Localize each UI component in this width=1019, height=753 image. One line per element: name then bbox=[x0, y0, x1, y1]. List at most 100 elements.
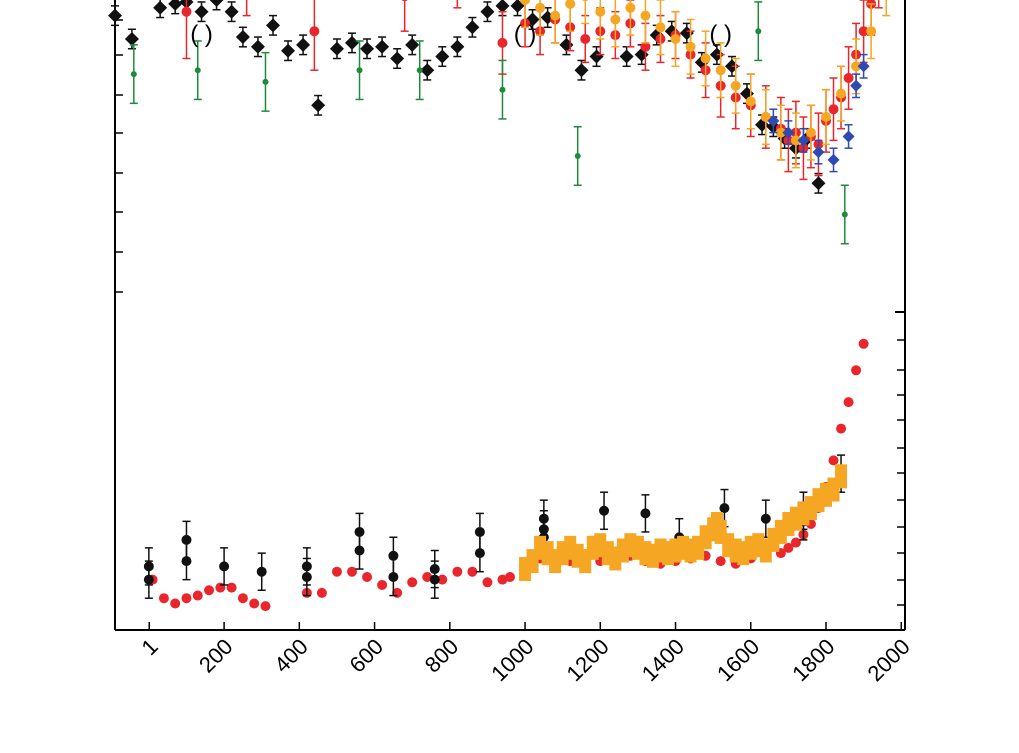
x-tick-label: 2000 bbox=[862, 634, 914, 686]
data-point-diamond bbox=[589, 49, 604, 64]
data-point bbox=[347, 566, 357, 577]
data-point bbox=[388, 572, 399, 582]
data-point-diamond bbox=[311, 98, 326, 113]
data-point bbox=[719, 503, 730, 514]
data-point bbox=[422, 572, 433, 582]
data-point bbox=[599, 505, 610, 516]
data-point bbox=[256, 566, 267, 577]
annotations: ( ) ( ) ( ) bbox=[190, 21, 732, 48]
data-point bbox=[505, 572, 515, 582]
data-point bbox=[790, 537, 801, 548]
data-point-diamond bbox=[194, 4, 209, 19]
data-point-diamond bbox=[435, 49, 450, 64]
data-point-diamond bbox=[224, 4, 239, 19]
series-3 bbox=[520, 0, 891, 169]
series-0 bbox=[147, 338, 869, 612]
data-point-diamond bbox=[767, 114, 780, 127]
data-point bbox=[407, 577, 418, 588]
data-point bbox=[858, 26, 869, 37]
data-point bbox=[362, 572, 373, 582]
upper-panel bbox=[108, 0, 891, 245]
data-point bbox=[401, 0, 408, 2]
data-point bbox=[181, 556, 192, 567]
data-point bbox=[685, 41, 696, 52]
data-point bbox=[582, 0, 589, 2]
data-point bbox=[655, 22, 666, 33]
bracket-annotation: ( ) bbox=[514, 21, 537, 48]
data-point bbox=[192, 590, 203, 601]
data-point bbox=[851, 365, 862, 376]
data-point bbox=[550, 10, 561, 21]
data-point bbox=[580, 34, 591, 44]
axes-frame bbox=[114, 0, 906, 631]
data-point bbox=[866, 26, 877, 37]
data-point bbox=[497, 37, 508, 48]
data-point bbox=[610, 14, 621, 25]
data-point-diamond bbox=[850, 79, 863, 92]
data-point bbox=[640, 10, 651, 21]
series-2 bbox=[519, 464, 848, 582]
data-point bbox=[331, 566, 342, 577]
data-point bbox=[828, 104, 839, 115]
data-point bbox=[790, 135, 801, 146]
bracket-annotation: ( ) bbox=[709, 21, 732, 48]
data-point bbox=[836, 88, 847, 99]
data-point-diamond bbox=[235, 30, 250, 45]
data-point-diamond bbox=[281, 43, 296, 58]
data-point-diamond bbox=[420, 63, 435, 78]
x-tick-label: 1800 bbox=[787, 634, 839, 686]
x-tick-label: 200 bbox=[194, 634, 238, 678]
data-point bbox=[760, 112, 771, 122]
data-point bbox=[640, 508, 651, 519]
data-point-diamond bbox=[797, 134, 810, 147]
data-point-diamond bbox=[124, 32, 139, 46]
data-point-diamond bbox=[811, 176, 826, 191]
data-point bbox=[520, 0, 531, 5]
data-point-diamond bbox=[857, 60, 870, 73]
data-point bbox=[429, 574, 440, 585]
data-point bbox=[467, 566, 478, 577]
data-point bbox=[170, 598, 181, 609]
data-point bbox=[851, 61, 862, 72]
data-point-diamond bbox=[390, 51, 405, 66]
data-point bbox=[181, 593, 192, 604]
data-point bbox=[745, 96, 756, 107]
data-point-band bbox=[835, 464, 848, 489]
data-point bbox=[841, 211, 848, 218]
data-point bbox=[301, 572, 312, 582]
x-tick-label: 400 bbox=[269, 634, 313, 678]
data-point bbox=[625, 2, 636, 13]
data-point-diamond bbox=[345, 35, 359, 50]
data-point-diamond bbox=[450, 39, 465, 54]
data-point bbox=[535, 2, 546, 13]
data-point-diamond bbox=[296, 37, 311, 52]
data-point bbox=[158, 593, 169, 604]
x-tick-label: 800 bbox=[420, 634, 464, 678]
data-point bbox=[356, 67, 363, 74]
data-point-diamond bbox=[108, 8, 122, 23]
data-point bbox=[204, 585, 215, 596]
data-point bbox=[805, 127, 816, 138]
data-point-diamond bbox=[812, 146, 825, 159]
data-point bbox=[130, 71, 137, 78]
data-point bbox=[260, 601, 271, 612]
data-point bbox=[828, 455, 839, 466]
data-point bbox=[249, 598, 260, 609]
x-tick-label: 1400 bbox=[637, 634, 689, 686]
data-point-diamond bbox=[510, 0, 525, 13]
data-point bbox=[219, 561, 230, 572]
data-point bbox=[416, 67, 423, 74]
data-point bbox=[565, 0, 576, 9]
data-point bbox=[640, 41, 651, 52]
data-point bbox=[226, 582, 237, 593]
x-tick-label: 600 bbox=[344, 634, 388, 678]
x-axis-tick-labels: 1 200 400 600 800 1000 1200 1400 1600 1800 2000 bbox=[136, 622, 915, 686]
data-point-diamond bbox=[559, 37, 574, 52]
data-point bbox=[843, 73, 854, 83]
data-point-diamond bbox=[827, 153, 840, 166]
x-tick-label: 1200 bbox=[562, 634, 614, 686]
data-point-diamond bbox=[465, 20, 480, 35]
data-point-diamond bbox=[153, 0, 168, 15]
data-point-diamond bbox=[360, 41, 375, 56]
